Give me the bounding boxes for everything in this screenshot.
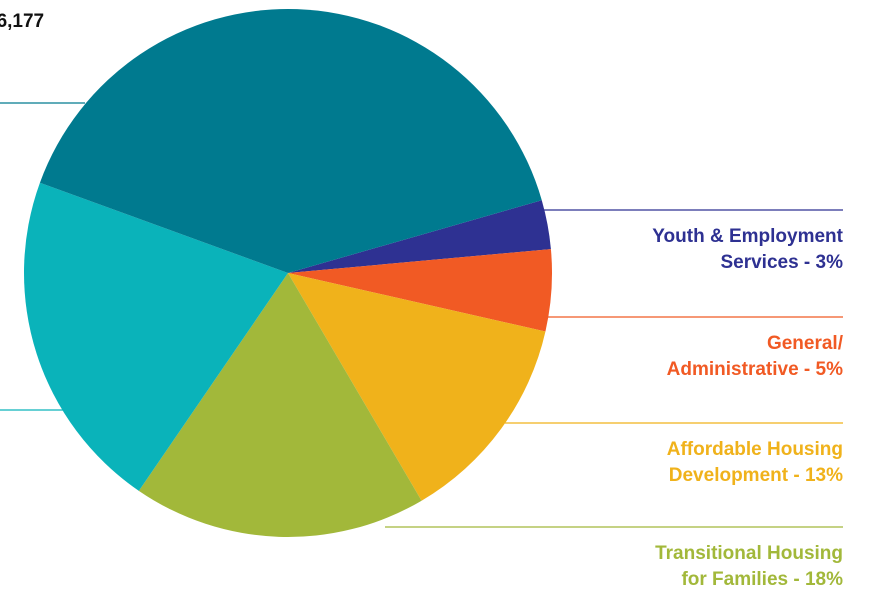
pie-slice [138, 273, 422, 538]
slice-label: Development - 13% [669, 465, 843, 486]
pie-slice [288, 200, 551, 273]
pie-slice [23, 182, 288, 491]
slice-label: Transitional Housing [655, 543, 843, 564]
slice-label: Administrative - 5% [667, 359, 843, 380]
slice-label: Affordable Housing [667, 439, 843, 460]
slice-label: General/ [767, 333, 844, 354]
pie-slice [288, 249, 552, 332]
slice-label: Youth & Employment [652, 226, 843, 247]
pie-slice [288, 273, 546, 501]
pie-slice [39, 9, 542, 273]
slice-label: for Families - 18% [681, 569, 843, 590]
slice-label: Services - 3% [720, 252, 843, 273]
chart-title: 36,177 [0, 11, 44, 32]
